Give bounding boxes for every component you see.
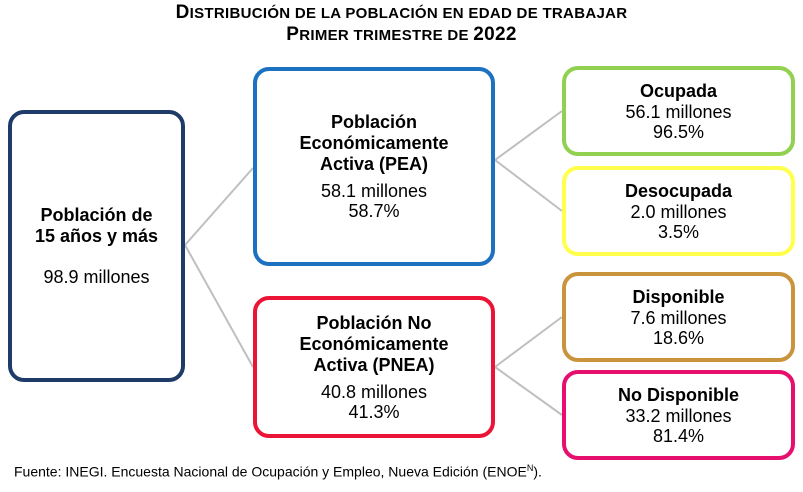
connector-total-pnea [184, 244, 254, 368]
box-poblacion-total: Población de 15 años y más 98.9 millones [8, 110, 185, 382]
connector-total-pea [184, 167, 254, 246]
pnea-value: 40.8 millones [320, 381, 428, 402]
no-disponible-value: 33.2 millones [625, 405, 732, 426]
disponible-percent: 18.6% [652, 327, 705, 348]
pea-value: 58.1 millones [320, 181, 428, 201]
chart-title-line1: DISTRIBUCIÓN DE LA POBLACIÓN EN EDAD DE … [175, 2, 628, 23]
connector-pea-ocupada [494, 110, 563, 161]
pnea-percent: 41.3% [348, 401, 400, 422]
desocupada-value: 2.0 millones [630, 201, 727, 222]
disponible-label: Disponible [632, 286, 725, 307]
chart-title-line2: PRIMER TRIMESTRE DE 2022 [286, 24, 517, 45]
box-ocupada: Ocupada 56.1 millones 96.5% [562, 66, 795, 156]
ocupada-label: Ocupada [639, 80, 718, 101]
pnea-label-2: Económicamente [299, 333, 449, 354]
total-value: 98.9 millones [43, 267, 150, 287]
source-footnote: Fuente: INEGI. Encuesta Nacional de Ocup… [14, 463, 542, 480]
no-disponible-percent: 81.4% [652, 425, 705, 446]
pea-label-2: Económicamente [299, 133, 449, 153]
ocupada-value: 56.1 millones [625, 101, 732, 122]
box-no-disponible: No Disponible 33.2 millones 81.4% [562, 370, 795, 460]
pnea-label-1: Población No [316, 312, 432, 333]
pea-label-1: Población [330, 112, 417, 132]
box-pnea: Población No Económicamente Activa (PNEA… [253, 296, 495, 438]
desocupada-percent: 3.5% [657, 221, 700, 242]
connector-pnea-nodisponible [494, 366, 563, 416]
total-label-2: 15 años y más [34, 226, 159, 246]
pea-percent: 58.7% [348, 201, 400, 221]
ocupada-percent: 96.5% [652, 121, 705, 142]
box-pea: Población Económicamente Activa (PEA) 58… [253, 67, 495, 266]
disponible-value: 7.6 millones [630, 307, 727, 328]
desocupada-label: Desocupada [624, 180, 733, 201]
box-desocupada: Desocupada 2.0 millones 3.5% [562, 166, 795, 256]
connector-pnea-disponible [494, 316, 563, 368]
connector-pea-desocupada [494, 159, 563, 212]
total-label-1: Población de [40, 205, 153, 225]
pea-label-3: Activa (PEA) [319, 154, 429, 174]
pnea-label-3: Activa (PNEA) [313, 354, 435, 375]
no-disponible-label: No Disponible [618, 384, 739, 405]
box-disponible: Disponible 7.6 millones 18.6% [562, 272, 795, 362]
